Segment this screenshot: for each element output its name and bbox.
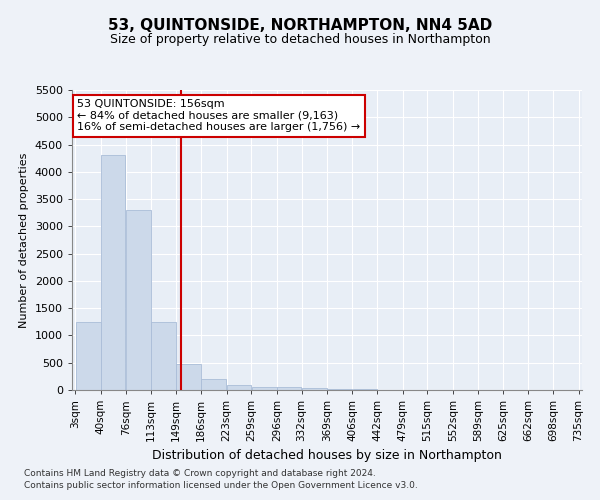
Text: 53 QUINTONSIDE: 156sqm
← 84% of detached houses are smaller (9,163)
16% of semi-: 53 QUINTONSIDE: 156sqm ← 84% of detached… [77,99,361,132]
Bar [227,384,251,390]
Text: Contains HM Land Registry data © Crown copyright and database right 2024.: Contains HM Land Registry data © Crown c… [24,468,376,477]
Y-axis label: Number of detached properties: Number of detached properties [19,152,29,328]
Bar [126,210,151,390]
Text: 53, QUINTONSIDE, NORTHAMPTON, NN4 5AD: 53, QUINTONSIDE, NORTHAMPTON, NN4 5AD [108,18,492,32]
Text: Size of property relative to detached houses in Northampton: Size of property relative to detached ho… [110,32,490,46]
X-axis label: Distribution of detached houses by size in Northampton: Distribution of detached houses by size … [152,450,502,462]
Bar [176,364,201,390]
Bar [302,388,327,390]
Bar [151,322,176,390]
Bar [277,388,301,390]
Text: Contains public sector information licensed under the Open Government Licence v3: Contains public sector information licen… [24,481,418,490]
Bar [202,379,226,390]
Bar [327,389,352,390]
Bar [76,322,101,390]
Bar [101,156,125,390]
Bar [251,386,277,390]
